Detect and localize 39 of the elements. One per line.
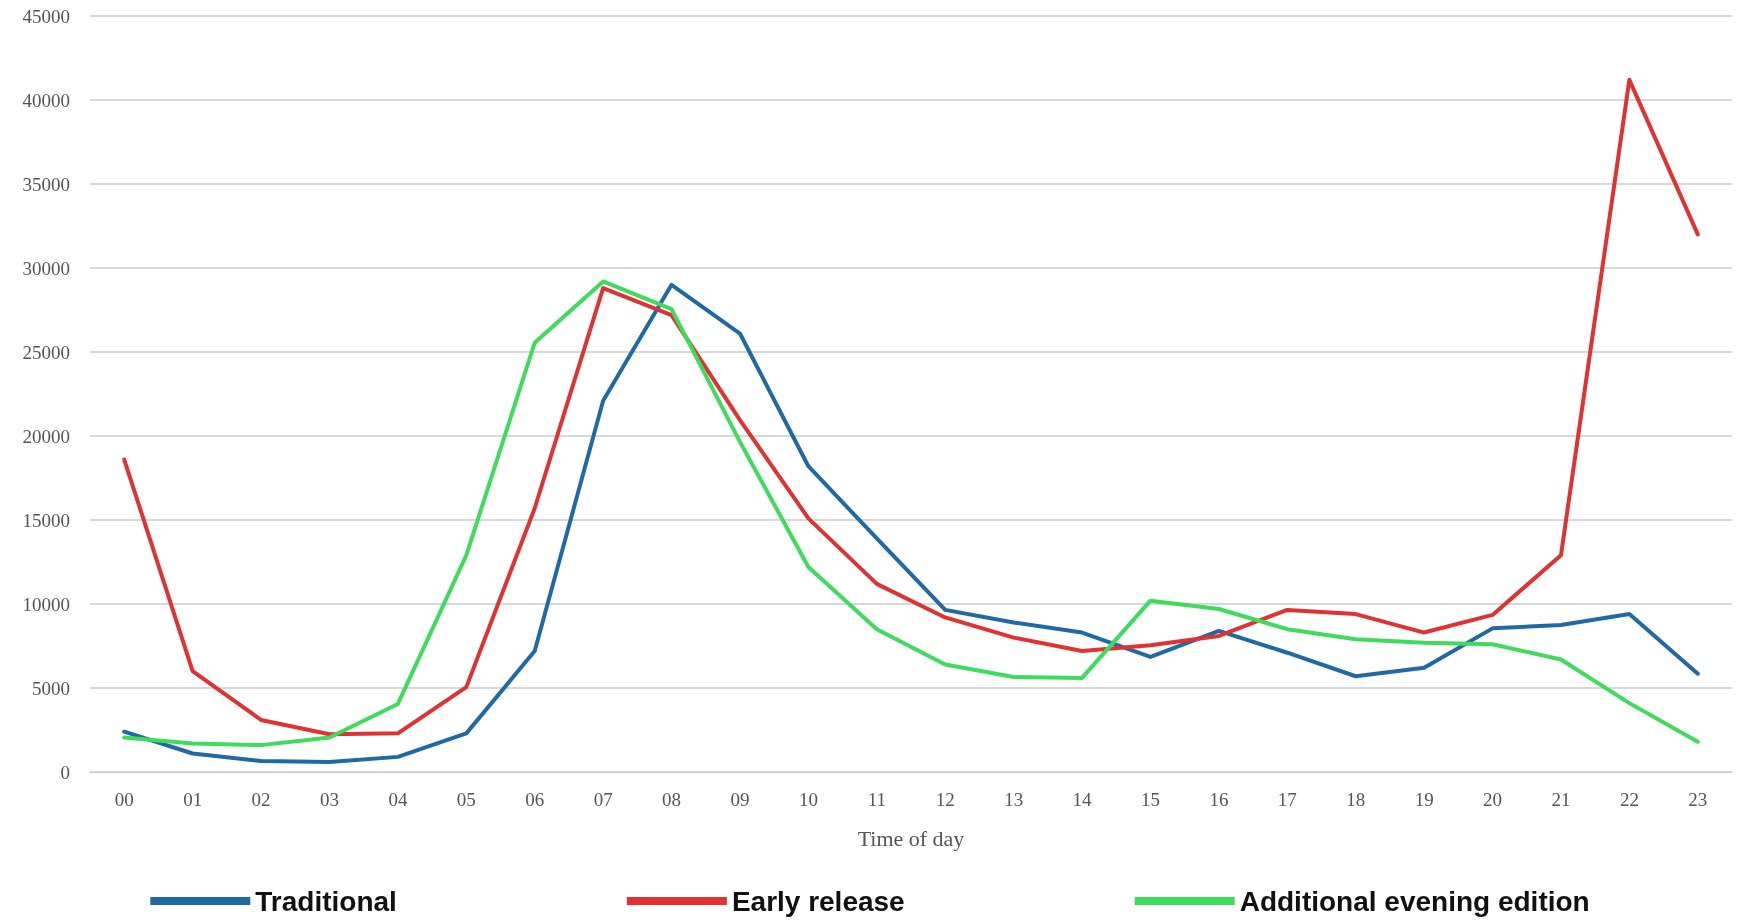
legend-label: Additional evening edition [1239, 885, 1590, 917]
y-tick-label: 0 [60, 761, 70, 783]
x-tick-label: 09 [730, 789, 750, 810]
x-tick-label: 08 [662, 789, 682, 810]
y-tick-label: 25000 [22, 341, 70, 363]
y-tick-label: 15000 [22, 509, 70, 531]
y-tick-label: 20000 [22, 425, 70, 447]
x-tick-label: 02 [251, 789, 271, 810]
x-tick-label: 00 [114, 789, 134, 810]
y-tick-label: 30000 [22, 257, 70, 279]
x-tick-label: 10 [798, 789, 818, 810]
x-tick-label: 01 [183, 789, 203, 810]
y-tick-label: 10000 [22, 593, 70, 615]
x-axis-title: Time of day [857, 825, 965, 851]
x-tick-label: 06 [525, 789, 545, 810]
y-tick-label: 45000 [22, 5, 70, 27]
legend-label: Traditional [255, 885, 397, 917]
x-tick-label: 11 [867, 789, 886, 810]
x-tick-label: 04 [388, 789, 408, 810]
y-tick-label: 40000 [22, 89, 70, 111]
x-tick-label: 12 [935, 789, 955, 810]
x-tick-label: 03 [319, 789, 339, 810]
x-tick-label: 15 [1140, 789, 1160, 810]
x-tick-label: 07 [593, 789, 613, 810]
x-tick-label: 13 [1004, 789, 1024, 810]
y-tick-label: 35000 [22, 173, 70, 195]
y-tick-label: 5000 [32, 677, 70, 699]
x-tick-label: 16 [1209, 789, 1229, 810]
x-tick-label: 18 [1346, 789, 1366, 810]
x-tick-label: 19 [1414, 789, 1434, 810]
x-tick-label: 20 [1483, 789, 1503, 810]
legend-label: Early release [731, 885, 905, 917]
x-tick-label: 14 [1072, 789, 1093, 810]
x-tick-label: 05 [456, 789, 476, 810]
x-tick-label: 23 [1688, 789, 1708, 810]
x-tick-label: 17 [1277, 789, 1297, 810]
line-series [122, 77, 1700, 737]
x-tick-label: 21 [1551, 789, 1571, 810]
x-tick-label: 22 [1619, 789, 1639, 810]
